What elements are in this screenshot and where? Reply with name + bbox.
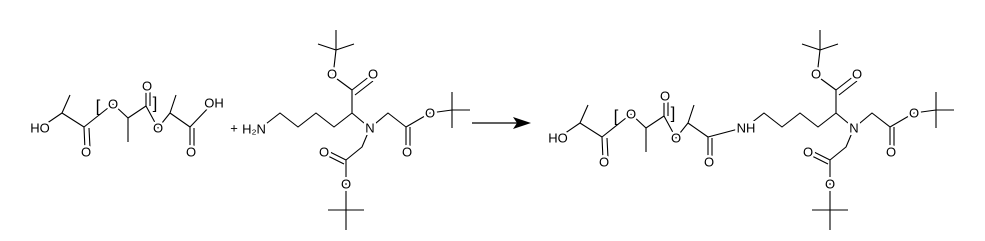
atom-label: OH <box>204 96 224 111</box>
atom-label: O <box>186 145 196 160</box>
atom-label: O <box>425 106 435 121</box>
atom-label: O <box>626 107 636 122</box>
atom-label: O <box>704 155 714 170</box>
atom-label: HO <box>548 131 568 146</box>
atom-label: O <box>153 121 163 136</box>
atom-label: O <box>909 106 919 121</box>
bracket: ] <box>153 94 158 113</box>
atom-label: O <box>319 145 329 160</box>
atom-label: O <box>599 155 609 170</box>
atom-label: O <box>886 145 896 160</box>
plus-sign: + <box>230 121 238 136</box>
atom-label: HO <box>30 121 50 136</box>
atom-label: O <box>108 97 118 112</box>
atom-label: O <box>660 89 670 104</box>
atom-label: O <box>368 67 378 82</box>
atom-label: H₂N <box>242 122 266 137</box>
reactant-2: H₂N O O N O O O O <box>240 29 471 231</box>
atom-label: O <box>327 67 337 82</box>
atom-label: O <box>81 145 91 160</box>
bond <box>707 126 747 138</box>
product: HO O [ O O ] O O NH O O N O O O O <box>546 29 955 231</box>
reaction-arrow <box>472 117 531 129</box>
reactant-1: HO O [ O O ] O O OH <box>28 76 227 162</box>
atom-label: O <box>811 67 821 82</box>
atom-label: O <box>852 67 862 82</box>
atom-label: O <box>825 177 835 192</box>
bond <box>189 103 213 128</box>
atom-label: N <box>849 121 858 136</box>
bracket: ] <box>671 104 676 123</box>
atom-label: O <box>142 79 152 94</box>
atom-label: O <box>803 145 813 160</box>
atom-label: N <box>365 121 374 136</box>
atom-label: O <box>671 131 681 146</box>
bracket: [ <box>96 97 101 116</box>
bracket: [ <box>614 107 619 126</box>
atom-label: O <box>402 145 412 160</box>
atom-label: NH <box>737 121 756 136</box>
atom-label: O <box>341 177 351 192</box>
